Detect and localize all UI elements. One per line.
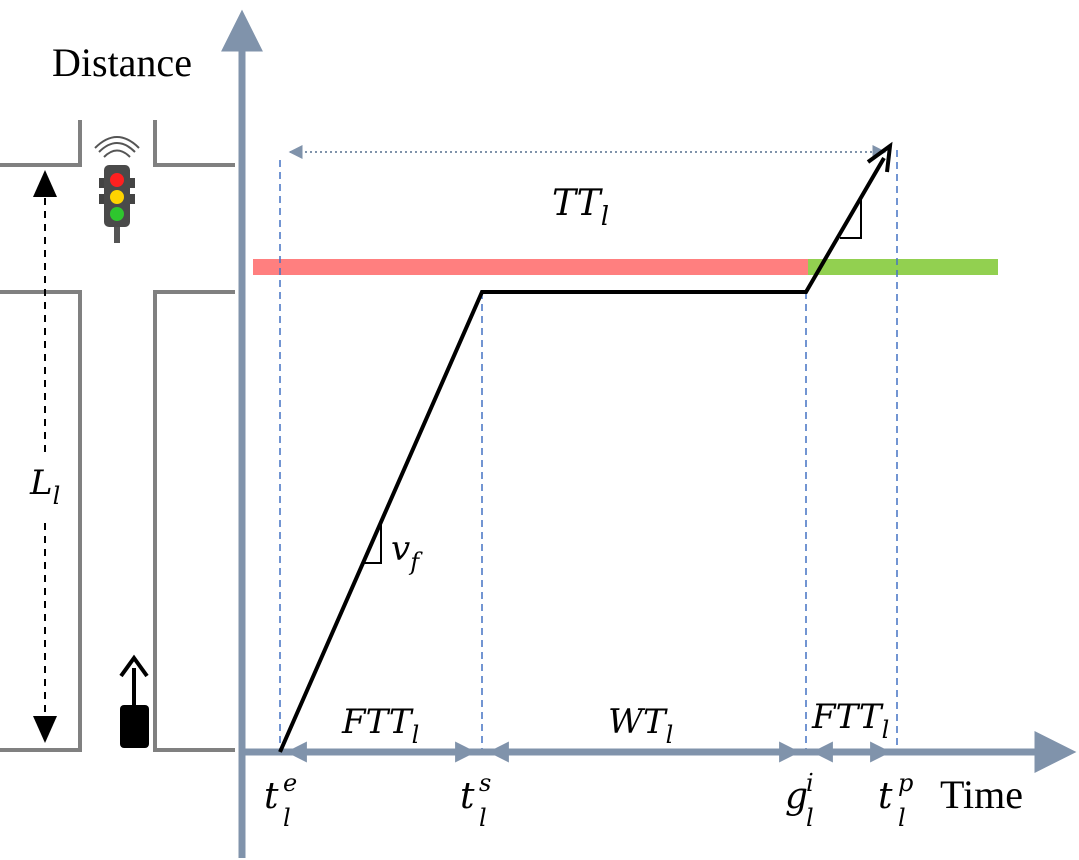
svg-text:l: l xyxy=(898,804,906,832)
y-axis-label: Distance xyxy=(52,40,192,85)
vehicle-trajectory xyxy=(278,141,893,753)
traffic-light-icon xyxy=(94,136,140,243)
vehicle-icon xyxy=(119,654,149,748)
svg-text:e: e xyxy=(283,769,297,797)
tick-green-start: g i l xyxy=(785,769,814,832)
svg-text:s: s xyxy=(479,769,491,797)
road-geometry xyxy=(0,120,235,752)
link-length-arrow xyxy=(33,170,57,743)
svg-text:p: p xyxy=(898,769,913,797)
free-travel-time-label-2: FTTl xyxy=(811,697,889,744)
link-length-bg xyxy=(22,458,72,518)
free-speed-label: vf xyxy=(391,529,423,576)
red-phase-bar xyxy=(253,259,808,275)
x-axis-label: Time xyxy=(940,772,1023,817)
svg-text:t: t xyxy=(460,776,475,817)
svg-text:l: l xyxy=(479,804,487,832)
time-guides xyxy=(279,150,898,752)
tick-entry: t e l xyxy=(264,769,297,832)
tick-pass: t p l xyxy=(878,769,913,832)
svg-text:t: t xyxy=(264,776,279,817)
free-travel-time-label-1: FTTl xyxy=(341,702,419,749)
green-phase-bar xyxy=(808,259,998,275)
svg-text:i: i xyxy=(806,769,814,797)
wait-time-label: WTl xyxy=(608,702,673,749)
link-length-label: Ll xyxy=(29,463,60,510)
svg-text:g: g xyxy=(785,776,808,817)
svg-text:t: t xyxy=(878,776,893,817)
svg-text:l: l xyxy=(806,804,814,832)
travel-time-label: TTl xyxy=(552,183,609,232)
tick-stop: t s l xyxy=(460,769,491,832)
svg-text:l: l xyxy=(283,804,291,832)
